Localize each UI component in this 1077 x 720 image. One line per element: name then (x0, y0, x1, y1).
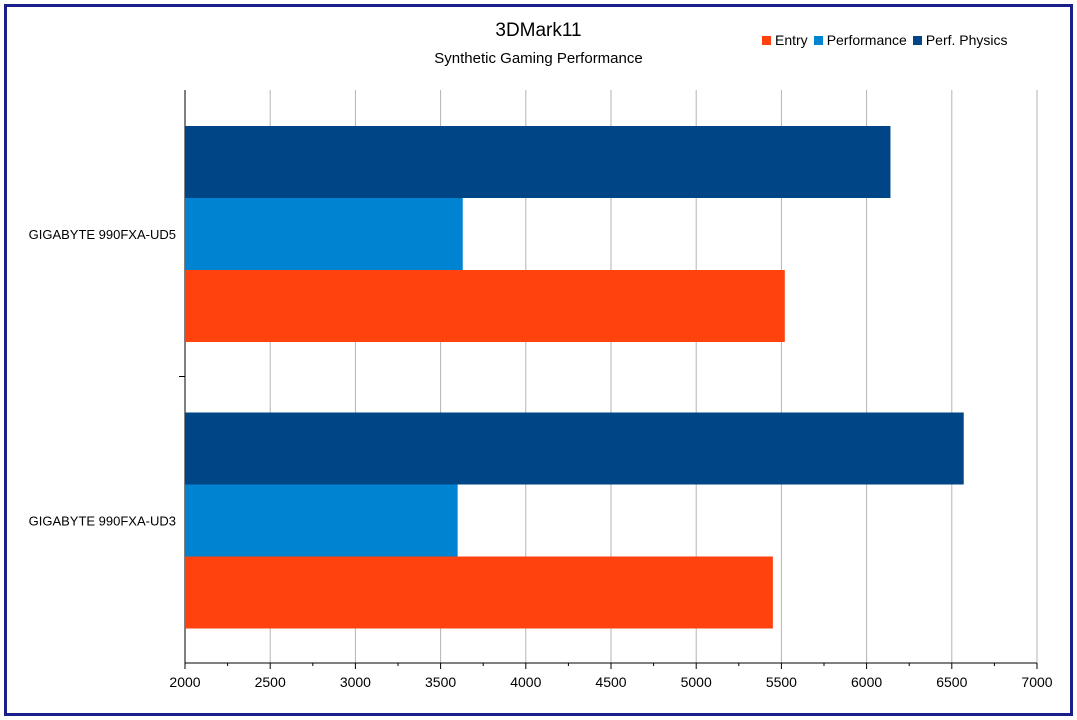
legend-label: Performance (826, 32, 907, 48)
legend-swatch (762, 35, 771, 45)
legend-item: Entry (762, 32, 808, 48)
bar (185, 484, 458, 557)
chart-legend: Entry Performance Perf. Physics (762, 32, 1014, 48)
legend-item: Performance (813, 32, 907, 48)
x-tick-label: 5500 (766, 674, 797, 690)
category-label: GIGABYTE 990FXA-UD5 (29, 227, 176, 242)
bar (185, 412, 964, 485)
legend-swatch (912, 35, 922, 45)
x-tick-label: 4500 (595, 674, 626, 690)
chart-subtitle: Synthetic Gaming Performance (434, 50, 643, 67)
x-tick-label: 7000 (1021, 674, 1052, 690)
x-tick-label: 3000 (340, 674, 371, 690)
legend-label: Perf. Physics (925, 32, 1008, 48)
bar (185, 556, 773, 629)
category-label: GIGABYTE 990FXA-UD3 (29, 514, 176, 529)
x-tick-label: 2000 (169, 674, 200, 690)
bar (185, 270, 785, 342)
x-tick-label: 6000 (851, 674, 882, 690)
bar (185, 198, 463, 270)
legend-label: Entry (775, 32, 808, 48)
x-tick-label: 6500 (936, 674, 967, 690)
x-tick-label: 2500 (255, 674, 286, 690)
x-tick-label: 5000 (681, 674, 712, 690)
bar (185, 126, 891, 198)
x-tick-label: 3500 (425, 674, 456, 690)
chart-title: 3DMark11 (495, 20, 582, 41)
legend-swatch (813, 35, 823, 45)
legend-item: Perf. Physics (912, 32, 1008, 48)
x-tick-label: 4000 (510, 674, 541, 690)
